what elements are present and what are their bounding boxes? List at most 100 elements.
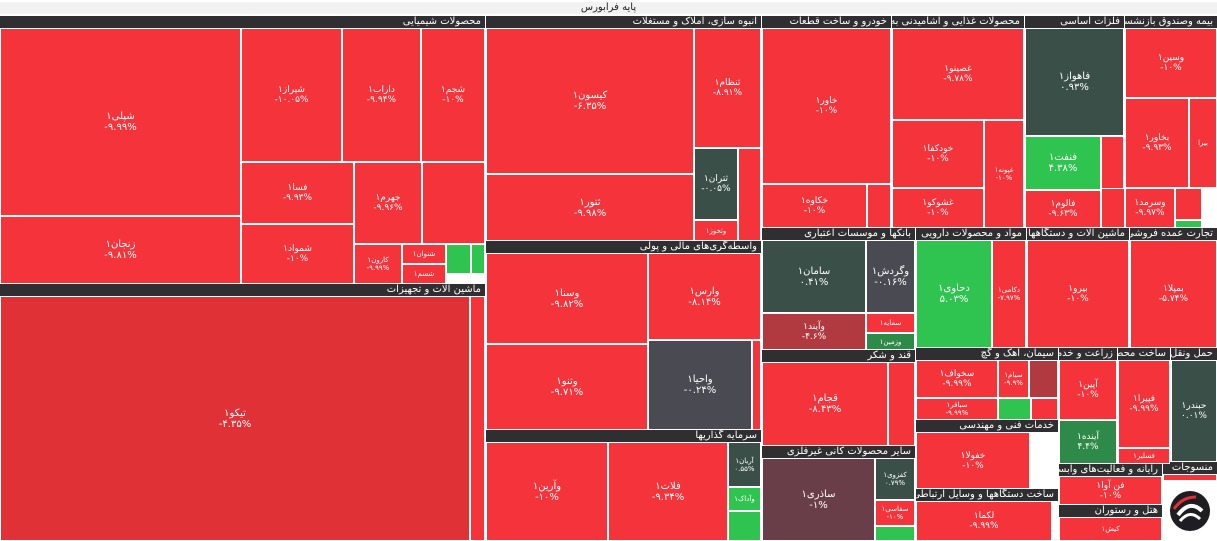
stock-tile-green-small[interactable] — [446, 244, 471, 274]
stock-tile-investments-green[interactable] — [728, 511, 761, 541]
stock-tile-satran[interactable]: ثتران۱ -۰.۰۵% — [694, 148, 738, 220]
stock-tile-green-tiny[interactable] — [471, 244, 485, 274]
stock-tile-khavar[interactable]: خاور۱ -۱۰% — [762, 28, 891, 184]
stock-tile-samayeh[interactable]: سمایه۱ — [866, 313, 915, 333]
stock-tile-sanezam[interactable]: ثنظام۱ -۸.۹۱% — [694, 28, 761, 148]
sector-header-pharma[interactable]: مواد و محصولات دارویی — [916, 228, 1026, 240]
stock-tile-ghpunah[interactable]: غپونه۱ -۱۰% — [984, 120, 1024, 228]
stock-tile-kison[interactable]: کیسون۱ -۶.۳۵% — [486, 28, 694, 174]
sector-header-nonmetal-minerals[interactable]: سایر محصولات کانی غیرفلزی — [762, 446, 915, 458]
stock-tile-vasin[interactable]: وسین۱ -۱۰% — [1125, 28, 1217, 98]
stock-tile-vares[interactable]: وارس۱ -۸.۱۴% — [648, 253, 761, 340]
stock-tile-zanjan[interactable]: زنجان۱ -۹.۸۱% — [0, 216, 241, 284]
sector-header-textiles[interactable]: منسوجات — [1163, 462, 1217, 474]
stock-tile-kafzavi[interactable]: کفزوی۱ ۰.۷۹% — [875, 458, 915, 500]
stock-tile-siam[interactable]: سیام۱ -۹.۹% — [998, 360, 1029, 398]
stock-tile-shenvan[interactable]: شنوان۱ — [402, 244, 446, 264]
sector-header-banks[interactable]: بانکها و موسسات اعتباری — [762, 228, 915, 240]
sector-header-manufacturing-products[interactable]: ساخت محص — [1118, 348, 1170, 360]
stock-tile-ayandeh[interactable]: آینده۱ ۴.۴% — [1059, 420, 1117, 464]
stock-tile-saman[interactable]: سامان۱ ۰.۴۱% — [762, 240, 866, 313]
stock-tile-sakhvaf[interactable]: سخواف۱ -۹.۹۹% — [916, 360, 998, 398]
stock-tile-cement-dark[interactable] — [1029, 360, 1058, 398]
sector-header-communication-devices[interactable]: ساخت دستگاهها و وسایل ارتباطی — [916, 489, 1058, 501]
sector-header-machinery[interactable]: ماشین آلات و تجهیزات — [0, 284, 485, 296]
sector-header-investments[interactable]: سرمایه گذاریها — [486, 430, 761, 442]
stock-tile-realestate-small[interactable] — [738, 148, 761, 241]
sector-header-food[interactable]: محصولات غذایی و آشامیدنی به — [892, 16, 1024, 28]
stock-tile-vasnow[interactable]: وثنو۱ -۹.۷۱% — [486, 344, 648, 430]
stock-tile-vasakhuz[interactable]: وثخوز۱ — [694, 220, 738, 241]
stock-tile-vahya[interactable]: واحیا۱ -۰.۲۴% — [648, 340, 752, 430]
sector-header-financial-intermediation[interactable]: واسطه‌گری‌های مالی و پولی — [486, 241, 761, 253]
stock-tile-fasalir[interactable]: فسلیر۱ — [1118, 448, 1170, 464]
stock-tile-apin[interactable]: آپین۱ -۱۰% — [1059, 360, 1117, 420]
stock-tile-shajam[interactable]: شجم۱ -۱۰% — [421, 28, 485, 162]
stock-tile-shamvad[interactable]: شمواد۱ -۱۰% — [241, 224, 354, 284]
stock-tile-vazamin[interactable]: وزمین۱ — [866, 333, 915, 350]
stock-tile-fahvaz[interactable]: فاهواز۱ ۰.۹۳% — [1025, 28, 1124, 136]
stock-tile-falat[interactable]: فلات۱ -۹.۳۴% — [608, 442, 728, 541]
sector-header-transport[interactable]: حمل ونقل — [1171, 348, 1217, 360]
stock-tile-darab[interactable]: داراب۱ -۹.۹۴% — [342, 28, 421, 162]
stock-tile-insurance-tiny[interactable] — [1101, 188, 1125, 228]
sector-header-engineering[interactable]: خدمات فنی و مهندسی — [916, 420, 1058, 432]
stock-tile-safasi[interactable]: سفاسی۱ -۱۰% — [875, 500, 915, 526]
sector-header-hotel[interactable]: هتل و رستوران — [1059, 505, 1162, 517]
stock-tile-shiraz[interactable]: شیراز۱ -۱۰.۰۵% — [241, 28, 342, 162]
sector-header-wholesale[interactable]: تجارت عمده فروشی به — [1130, 228, 1217, 240]
stock-tile-sator[interactable]: ثتور۱ -۹.۹۸% — [486, 174, 694, 241]
stock-tile-vadak[interactable]: وآداک۱ — [728, 487, 761, 511]
stock-tile-tiko[interactable]: تیکو۱ -۴.۳۵% — [0, 296, 470, 541]
sector-header-sugar[interactable]: قند و شکر — [762, 350, 915, 362]
stock-tile-khafula[interactable]: خفولا۱ -۱۰% — [916, 432, 1030, 489]
stock-tile-shapli[interactable]: شپلی۱ -۹.۹۹% — [0, 28, 241, 216]
stock-tile-fanaft[interactable]: فنفت۱ ۴.۳۸% — [1025, 136, 1101, 190]
sector-header-insurance[interactable]: بیمه وصندوق بازنشست — [1125, 16, 1217, 28]
stock-tile-financial-small[interactable] — [752, 340, 761, 430]
sector-header-chemicals[interactable]: محصولات شیمیایی — [0, 16, 485, 28]
sector-header-cement[interactable]: سیمان، آهک و گچ — [916, 348, 1058, 360]
stock-tile-fasa[interactable]: فسا۱ -۹.۹۳% — [241, 162, 354, 224]
stock-tile-falum[interactable]: فالوم۱ -۹.۶۳% — [1025, 190, 1101, 228]
stock-tile-vayand[interactable]: وآیند۱ -۴.۶% — [762, 313, 866, 350]
stock-tile-kaysh[interactable]: کیش۱ — [1059, 517, 1162, 541]
stock-tile-khkaveh[interactable]: خکاوه۱ -۱۰% — [762, 184, 867, 228]
stock-tile-ghesino[interactable]: غصینو۱ -۹.۷۸% — [892, 28, 1024, 120]
stock-tile-bamapla[interactable]: بمپلا۱ -۵.۷۴% — [1130, 240, 1217, 348]
stock-tile-arian[interactable]: آریان۱ ۰.۵۵% — [728, 442, 761, 487]
stock-tile-dahavi[interactable]: دحاوی۱ ۵.۰۳% — [916, 240, 992, 348]
stock-tile-bira[interactable]: بیرا — [1189, 98, 1217, 188]
stock-tile-niro[interactable]: بیرو۱ -۱۰% — [1027, 240, 1129, 348]
stock-tile-unlabeled[interactable] — [422, 162, 485, 244]
stock-tile-khodkafa[interactable]: خودکفا۱ -۱۰% — [892, 120, 984, 188]
stock-tile-nonmetal-green[interactable] — [875, 526, 915, 541]
sector-header-computer[interactable]: رایانه و فعالیت‌های وابسته — [1059, 464, 1162, 476]
stock-tile-dakami[interactable]: دکامی۱ -۷.۹۷% — [992, 240, 1026, 348]
stock-tile-ghshuko[interactable]: غشوکو۱ -۱۰% — [892, 188, 984, 228]
sector-header-real-estate[interactable]: انبوه سازی، املاک و مستغلات — [486, 16, 761, 28]
sector-header-auto[interactable]: خودرو و ساخت قطعات — [762, 16, 891, 28]
sector-header-basic-metals[interactable]: فلزات اساسی — [1025, 16, 1124, 28]
stock-tile-fanava[interactable]: فن آوا۱ -۱۰% — [1059, 476, 1162, 505]
stock-tile-auto-small[interactable] — [867, 184, 891, 228]
stock-tile-machinery-small[interactable] — [470, 296, 485, 541]
stock-tile-sugar-small[interactable] — [888, 362, 915, 446]
stock-tile-karun[interactable]: کارون۱ -۹.۹۹% — [354, 244, 402, 284]
stock-tile-shesam[interactable]: شسم۱ — [402, 264, 446, 284]
sector-header-machines-devices[interactable]: ماشین آلات و دستگاههای — [1027, 228, 1129, 240]
stock-tile-sabagher[interactable]: سباقر۱ -۹.۹۹% — [916, 398, 998, 420]
stock-tile-jahrom[interactable]: جهرم۱ -۹.۹۶% — [354, 162, 422, 244]
stock-tile-vagardesh[interactable]: وگردش۱ -۰.۱۶% — [866, 240, 915, 313]
stock-tile-fapira[interactable]: فپیرا۱ -۹.۹۹% — [1118, 360, 1170, 448]
stock-tile-insurance-small-2[interactable] — [1175, 188, 1202, 220]
sector-header-agriculture[interactable]: زراعت و خدم — [1059, 348, 1117, 360]
stock-tile-lakma[interactable]: لکما۱ -۹.۹۹% — [916, 501, 1052, 541]
stock-tile-cement-green[interactable] — [998, 398, 1031, 420]
stock-tile-ghajam[interactable]: قجام۱ -۸.۴۳% — [762, 362, 888, 446]
stock-tile-vasna[interactable]: وسنا۱ -۹.۸۲% — [486, 253, 648, 344]
stock-tile-sazari[interactable]: ساذری۱ -۱% — [762, 458, 875, 541]
stock-tile-bkhavar[interactable]: بخاور۱ -۹.۹۳% — [1125, 98, 1189, 188]
stock-tile-vaarin[interactable]: وآرین۱ -۱۰% — [486, 442, 608, 541]
stock-tile-insurance-green[interactable] — [1175, 220, 1202, 228]
